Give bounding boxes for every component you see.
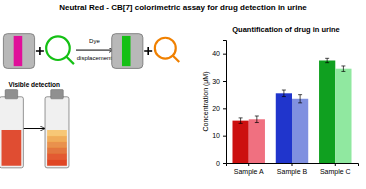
bar-series	[232, 58, 335, 163]
bar-series	[249, 66, 352, 163]
y-tick: 0	[216, 160, 226, 167]
bottle-liquid	[47, 142, 67, 148]
bar	[276, 93, 292, 163]
plus-sign	[36, 47, 44, 55]
bar	[249, 119, 265, 163]
result-barrel-stripe	[122, 36, 131, 66]
x-tick-label: Sample A	[234, 168, 264, 176]
illustration: Dye displacement Visible detection	[0, 34, 179, 168]
y-tick-mark	[223, 81, 226, 82]
error-bar	[255, 116, 259, 123]
bottle	[45, 97, 69, 168]
error-bar	[282, 90, 286, 97]
x-tick-mark	[292, 163, 293, 166]
y-tick-mark	[223, 54, 226, 55]
result-barrel	[112, 34, 143, 69]
displacement-arrow	[76, 50, 113, 51]
cb7-barrel-stripe	[14, 36, 23, 66]
plus-sign	[144, 47, 152, 55]
y-tick: 40	[212, 50, 226, 57]
y-tick-label: 40	[212, 50, 220, 57]
bar	[335, 69, 351, 163]
chart-svg: Neutral Red - CB[7] colorimetric assay f…	[0, 0, 366, 189]
x-tick: Sample B	[277, 163, 308, 176]
annotation: displacement	[77, 55, 113, 61]
magnifier-handle	[172, 55, 179, 62]
x-tick-label: Sample B	[277, 168, 308, 176]
x-axis-line	[227, 164, 359, 167]
y-axis: 0 10 20 30 40	[212, 41, 226, 167]
y-tick-mark	[223, 108, 226, 109]
bottle	[0, 97, 23, 168]
chart-title: Quantification of drug in urine	[232, 25, 340, 34]
title: Neutral Red - CB[7] colorimetric assay f…	[59, 3, 307, 12]
bottle-liquid	[47, 148, 67, 154]
x-tick-label: Sample C	[320, 168, 351, 176]
bar	[319, 61, 335, 164]
bottle-liquid	[47, 136, 67, 142]
error-bar	[298, 95, 302, 103]
annotation: Visible detection	[8, 81, 60, 88]
annotation: Dye	[89, 38, 100, 44]
cb7-barrel	[3, 34, 34, 69]
error-bar	[239, 118, 243, 123]
y-tick-label: 30	[212, 78, 220, 85]
x-tick-mark	[335, 163, 336, 166]
plot-area	[232, 58, 351, 163]
bar	[232, 121, 248, 163]
error-bar	[325, 58, 329, 62]
bottle-liquid	[47, 159, 67, 165]
bottle-liquid	[47, 130, 67, 136]
y-tick: 30	[212, 78, 226, 85]
bottle-liquid	[2, 130, 22, 166]
x-tick: Sample A	[234, 163, 264, 176]
y-axis-title: Concentration (μM)	[202, 71, 210, 131]
x-tick-mark	[248, 163, 249, 166]
x-tick: Sample C	[320, 163, 351, 176]
y-tick: 10	[212, 132, 226, 139]
y-axis-line	[223, 41, 227, 164]
bottle-cap	[51, 90, 64, 99]
magnifier-handle	[66, 56, 74, 64]
bar	[292, 99, 308, 163]
bottle-liquid	[47, 154, 67, 160]
x-axis: Sample A Sample B Sample C	[227, 163, 359, 176]
bottle-arrow	[24, 128, 45, 129]
y-tick-label: 10	[212, 132, 220, 139]
y-tick-mark	[223, 163, 226, 164]
y-tick-mark	[223, 136, 226, 137]
error-bar	[341, 66, 345, 71]
y-tick: 20	[212, 105, 226, 112]
y-tick-label: 0	[216, 160, 220, 167]
bottle-cap	[5, 90, 18, 99]
y-tick-label: 20	[212, 105, 220, 112]
